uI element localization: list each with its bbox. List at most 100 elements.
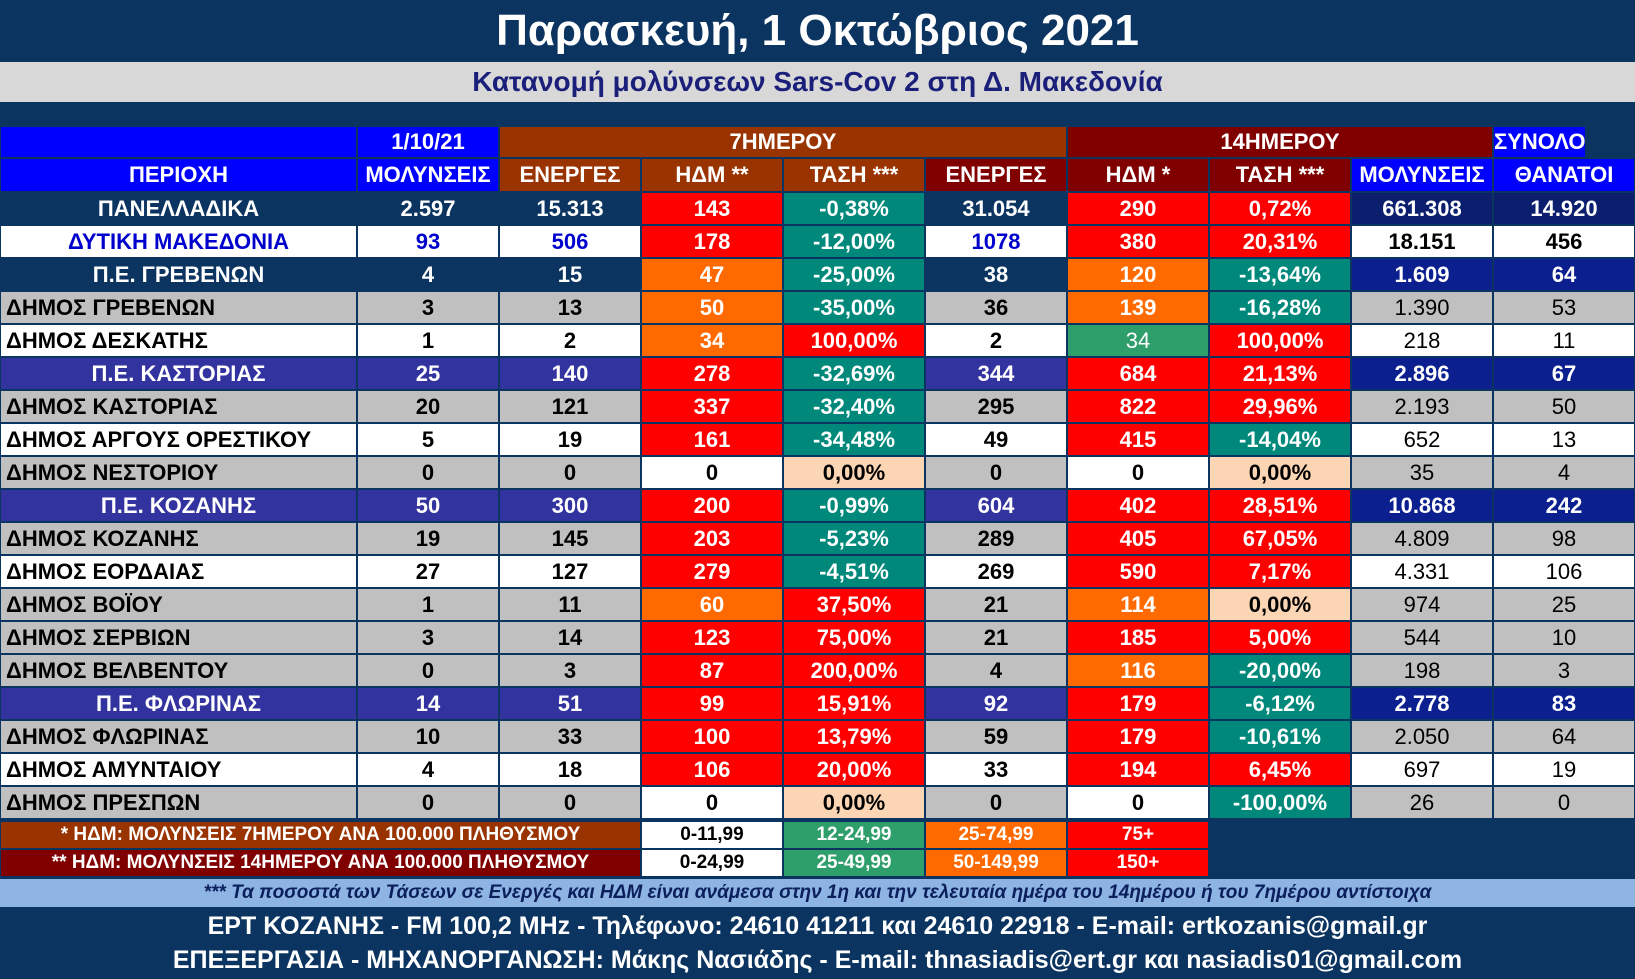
table-cell-region: ΔΗΜΟΣ ΚΑΣΤΟΡΙΑΣ [0,390,357,423]
table-cell-deaths: 19 [1493,753,1635,786]
column-header: ΕΝΕΡΓΕΣ [925,158,1067,192]
footer-credits: ΕΠΕΞΕΡΓΑΣΙΑ - ΜΗΧΑΝΟΡΓΑΝΩΣΗ: Μάκης Νασιά… [172,946,1463,974]
table-cell-trend7: -32,40% [783,390,925,423]
header-date: 1/10/21 [357,126,499,158]
table-cell-region: ΔΗΜΟΣ ΑΡΓΟΥΣ ΟΡΕΣΤΙΚΟΥ [0,423,357,456]
table-cell-hdm7: 100 [641,720,783,753]
table-cell-active7: 11 [499,588,641,621]
table-cell-active14: 59 [925,720,1067,753]
table-cell-trend7: -0,38% [783,192,925,225]
table-cell-trend7: 20,00% [783,753,925,786]
table-cell-region: Π.Ε. ΦΛΩΡΙΝΑΣ [0,687,357,720]
table-cell-total_inf: 4.809 [1351,522,1493,555]
table-cell-hdm7: 34 [641,324,783,357]
table-cell-hdm14: 179 [1067,720,1209,753]
table-cell-trend14: -16,28% [1209,291,1351,324]
table-cell-hdm7: 123 [641,621,783,654]
table-cell-active14: 0 [925,786,1067,819]
table-cell-region: ΔΗΜΟΣ ΔΕΣΚΑΤΗΣ [0,324,357,357]
table-cell-hdm7: 279 [641,555,783,588]
table-cell-active7: 506 [499,225,641,258]
table-cell-active14: 21 [925,621,1067,654]
table-cell-active14: 92 [925,687,1067,720]
table-cell-region: Π.Ε. ΚΑΣΤΟΡΙΑΣ [0,357,357,390]
page-subtitle: Κατανομή μολύνσεων Sars-Cov 2 στη Δ. Μακ… [0,62,1635,102]
table-cell-active14: 33 [925,753,1067,786]
table-cell-active7: 145 [499,522,641,555]
table-cell-deaths: 242 [1493,489,1635,522]
table-cell-deaths: 64 [1493,720,1635,753]
table-cell-active7: 300 [499,489,641,522]
column-header: ΜΟΛΥΝΣΕΙΣ [1351,158,1493,192]
table-cell-trend7: -5,23% [783,522,925,555]
table-cell-trend14: 29,96% [1209,390,1351,423]
table-cell-active14: 289 [925,522,1067,555]
table-cell-deaths: 50 [1493,390,1635,423]
table-cell-deaths: 10 [1493,621,1635,654]
table-cell-infections: 0 [357,456,499,489]
table-cell-trend7: -0,99% [783,489,925,522]
table-cell-trend14: 0,72% [1209,192,1351,225]
table-cell-trend14: 67,05% [1209,522,1351,555]
table-cell-hdm7: 0 [641,786,783,819]
table-cell-active14: 21 [925,588,1067,621]
table-cell-trend14: 5,00% [1209,621,1351,654]
table-cell-total_inf: 697 [1351,753,1493,786]
table-cell-trend7: 100,00% [783,324,925,357]
table-cell-deaths: 98 [1493,522,1635,555]
table-cell-infections: 14 [357,687,499,720]
table-cell-trend14: 20,31% [1209,225,1351,258]
table-cell-active7: 0 [499,456,641,489]
table-cell-infections: 19 [357,522,499,555]
table-cell-deaths: 25 [1493,588,1635,621]
table-cell-total_inf: 26 [1351,786,1493,819]
table-cell-active14: 604 [925,489,1067,522]
table-cell-hdm7: 60 [641,588,783,621]
table-cell-hdm7: 87 [641,654,783,687]
table-cell-region: ΠΑΝΕΛΛΑΔΙΚΑ [0,192,357,225]
column-header: ΕΝΕΡΓΕΣ [499,158,641,192]
table-cell-infections: 3 [357,621,499,654]
table-cell-trend7: 37,50% [783,588,925,621]
table-cell-trend7: 13,79% [783,720,925,753]
table-cell-region: ΔΗΜΟΣ ΒΕΛΒΕΝΤΟΥ [0,654,357,687]
table-cell-region: ΔΗΜΟΣ ΦΛΩΡΙΝΑΣ [0,720,357,753]
legend-label: ** ΗΔΜ: ΜΟΛΥΝΣΕΙΣ 14ΗΜΕΡΟΥ ΑΝΑ 100.000 Π… [0,849,641,877]
table-cell-infections: 27 [357,555,499,588]
table-cell-total_inf: 661.308 [1351,192,1493,225]
table-cell-trend14: 21,13% [1209,357,1351,390]
table-cell-deaths: 14.920 [1493,192,1635,225]
table-cell-total_inf: 2.193 [1351,390,1493,423]
table-cell-trend14: 28,51% [1209,489,1351,522]
legend-range: 25-74,99 [925,821,1067,849]
table-cell-trend7: -12,00% [783,225,925,258]
table-cell-infections: 1 [357,324,499,357]
header-total: ΣΥΝΟΛΟ [1493,126,1587,158]
legend-range: 75+ [1067,821,1209,849]
column-header: ΜΟΛΥΝΣΕΙΣ [357,158,499,192]
table-cell-active7: 15 [499,258,641,291]
table-cell-active7: 121 [499,390,641,423]
trend-note: *** Τα ποσοστά των Τάσεων σε Ενεργές και… [0,879,1635,907]
column-header: ΤΑΣΗ *** [783,158,925,192]
table-cell-total_inf: 18.151 [1351,225,1493,258]
table-cell-region: ΔΗΜΟΣ ΣΕΡΒΙΩΝ [0,621,357,654]
table-cell-total_inf: 10.868 [1351,489,1493,522]
table-cell-active7: 33 [499,720,641,753]
table-cell-active7: 0 [499,786,641,819]
table-cell-region: ΔΥΤΙΚΗ ΜΑΚΕΔΟΝΙΑ [0,225,357,258]
table-cell-hdm14: 380 [1067,225,1209,258]
table-cell-region: Π.Ε. ΚΟΖΑΝΗΣ [0,489,357,522]
table-cell-active14: 36 [925,291,1067,324]
table-cell-hdm14: 120 [1067,258,1209,291]
table-cell-active14: 38 [925,258,1067,291]
column-header: ΗΔΜ ** [641,158,783,192]
table-cell-hdm7: 337 [641,390,783,423]
table-cell-deaths: 4 [1493,456,1635,489]
table-cell-infections: 25 [357,357,499,390]
table-cell-hdm14: 194 [1067,753,1209,786]
table-cell-trend7: 200,00% [783,654,925,687]
table-cell-trend14: -13,64% [1209,258,1351,291]
table-cell-trend7: 0,00% [783,786,925,819]
table-cell-region: ΔΗΜΟΣ ΒΟΪΟΥ [0,588,357,621]
